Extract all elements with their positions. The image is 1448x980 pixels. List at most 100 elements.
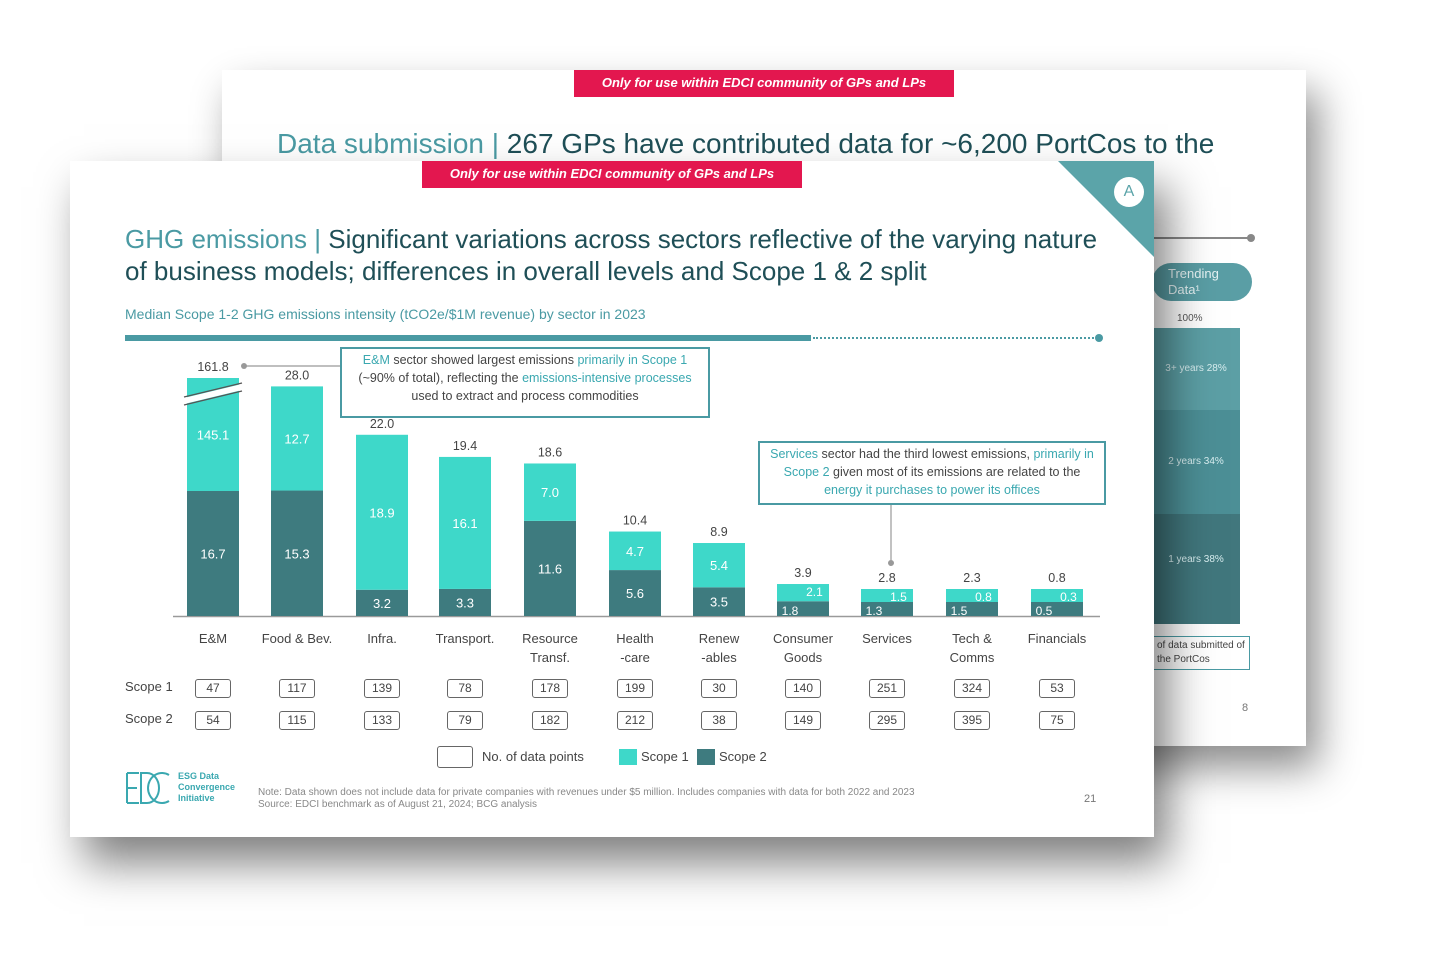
back-title-main: 267 GPs have contributed data for ~6,200… [499, 128, 1215, 159]
bar-scope1 [356, 434, 408, 590]
bar-scope2 [861, 602, 913, 616]
category-label: Infra. [367, 631, 397, 646]
bar-scope1 [946, 589, 998, 602]
data-points-scope2: 295 [869, 711, 905, 730]
bar-label-scope2: 3.2 [373, 596, 391, 611]
legend-data-points-label: No. of data points [482, 749, 584, 764]
footnote-note: Note: Data shown does not include data f… [258, 787, 915, 798]
bar-scope1 [861, 589, 913, 602]
connector-dot-services [888, 560, 894, 566]
edci-logo-icon [126, 772, 170, 804]
data-points-scope1: 30 [701, 679, 737, 698]
bar-scope2 [777, 601, 829, 616]
bar-label-scope1: 16.1 [452, 516, 477, 531]
bar-scope1 [609, 531, 661, 571]
bar-label-scope1: 12.7 [284, 431, 309, 446]
bar-total-label: 22.0 [370, 417, 394, 431]
bar-label-scope2: 1.5 [951, 604, 968, 618]
bar-label-scope1: 145.1 [197, 428, 230, 443]
callout-services-text-1: sector had the third lowest emissions, [818, 447, 1034, 461]
subtitle-rule-dotted [813, 337, 1098, 339]
bar-label-scope2: 3.3 [456, 595, 474, 610]
callout-em-scope: primarily in Scope 1 [577, 353, 688, 367]
bar-total-label: 161.8 [197, 360, 228, 374]
legend-data-points-swatch [437, 746, 473, 768]
page-title: GHG emissions | Significant variations a… [125, 223, 1105, 287]
data-points-scope2: 395 [954, 711, 990, 730]
trending-data-pill: Trending Data¹ [1152, 263, 1252, 301]
bar-scope1 [1031, 589, 1083, 602]
callout-em: E&M sector showed largest emissions prim… [340, 347, 710, 418]
bar-total-label: 0.8 [1048, 571, 1065, 585]
axis-break-line [183, 382, 243, 398]
bar-scope1 [271, 386, 323, 491]
data-points-scope2: 75 [1039, 711, 1075, 730]
data-points-scope1: 324 [954, 679, 990, 698]
category-label: Financials [1028, 631, 1087, 646]
page-number: 21 [1084, 793, 1097, 805]
category-label: Transf. [530, 650, 570, 665]
data-points-scope1: 140 [785, 679, 821, 698]
chart-subtitle: Median Scope 1-2 GHG emissions intensity… [125, 306, 646, 322]
bar-total-label: 19.4 [453, 439, 477, 453]
data-points-scope2: 212 [617, 711, 653, 730]
back-divider-dot [1247, 234, 1255, 242]
emissions-bar-chart: 16.7 145.1 161.8 E&M 15.3 12.7 28.0 Food & Bev.… [173, 360, 1100, 665]
bar-scope2 [693, 587, 745, 616]
bar-scope1 [439, 456, 491, 589]
bar-label-scope2: 11.6 [538, 561, 562, 576]
category-label: E&M [199, 631, 227, 646]
bar-label-scope1: 5.4 [710, 558, 728, 573]
legend-scope2-swatch [697, 749, 715, 765]
legend-scope2-label: Scope 2 [719, 749, 767, 764]
bar-label-scope2: 1.8 [782, 604, 799, 618]
data-points-scope2: 79 [447, 711, 483, 730]
bar-scope2 [609, 570, 661, 616]
subtitle-rule-dot [1095, 334, 1103, 342]
bar-scope2 [1031, 602, 1083, 616]
category-label: -care [620, 650, 650, 665]
corner-badge: A [1114, 177, 1144, 207]
subtitle-rule [125, 335, 811, 341]
category-label: Resource [522, 631, 578, 646]
back-divider [1152, 237, 1252, 239]
confidential-banner: Only for use within EDCI community of GP… [574, 70, 954, 97]
data-points-scope1: 78 [447, 679, 483, 698]
bar-label-scope1: 2.1 [806, 585, 823, 599]
row-label-scope1: Scope 1 [125, 679, 173, 694]
category-label: Consumer [773, 631, 834, 646]
category-label: Services [862, 631, 912, 646]
data-points-scope1: 53 [1039, 679, 1075, 698]
bar-label-scope1: 18.9 [369, 505, 394, 520]
data-points-scope2: 149 [785, 711, 821, 730]
bar-label-scope1: 0.8 [975, 590, 992, 604]
data-points-scope1: 251 [869, 679, 905, 698]
bar-total-label: 8.9 [710, 525, 727, 539]
bar-label-scope1: 4.7 [626, 544, 644, 559]
legend-scope1-label: Scope 1 [641, 749, 689, 764]
data-points-scope1: 178 [532, 679, 568, 698]
footnote-source: Source: EDCI benchmark as of August 21, … [258, 799, 538, 810]
data-points-scope1: 139 [364, 679, 400, 698]
segment-2-years: 2 years 34% [1152, 410, 1240, 514]
callout-em-process: emissions-intensive processes [522, 371, 692, 385]
footnote: Note: Data shown does not include data f… [258, 787, 915, 811]
bar-label-scope2: 3.5 [710, 595, 728, 610]
bar-scope2 [524, 520, 576, 616]
category-label: Comms [950, 650, 995, 665]
front-slide: Only for use within EDCI community of GP… [70, 161, 1154, 837]
data-points-scope2: 182 [532, 711, 568, 730]
corner-triangle [1058, 161, 1154, 257]
axis-break-line [183, 390, 243, 406]
axis-break-gap [183, 384, 243, 404]
title-main: Significant variations across sectors re… [125, 224, 1098, 286]
callout-services-scope: primarily in Scope 2 [783, 447, 1094, 479]
bar-scope2 [439, 588, 491, 616]
back-page-number: 8 [1242, 702, 1249, 714]
logo-line-1: ESG Data [178, 771, 220, 781]
bar-label-scope2: 1.3 [866, 604, 883, 618]
bar-total-label: 18.6 [538, 445, 562, 459]
bar-label-scope1: 7.0 [541, 485, 559, 500]
data-points-scope2: 38 [701, 711, 737, 730]
bar-scope1 [693, 543, 745, 588]
